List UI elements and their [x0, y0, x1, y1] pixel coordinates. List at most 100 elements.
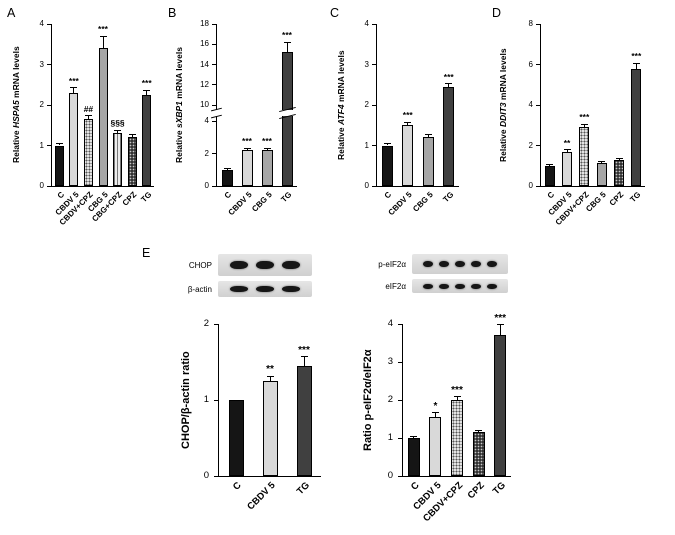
error-bar — [87, 115, 89, 120]
bar-cbdv-5 — [69, 92, 79, 186]
ylabel-gene: ATF4 — [336, 104, 346, 125]
error-bar — [413, 436, 415, 438]
significance-label: *** — [579, 112, 590, 123]
protein-band — [230, 286, 248, 292]
error-bar-cap — [580, 123, 588, 125]
bar-tg — [281, 52, 293, 186]
y-tick — [398, 323, 403, 325]
ylabel-suffix: mRNA levels — [174, 47, 184, 102]
error-bar-cap — [128, 134, 136, 136]
error-bar-cap — [243, 147, 251, 149]
y-tick — [536, 23, 541, 25]
significance-label: *** — [451, 384, 463, 396]
y-tick-label: 1 — [387, 432, 393, 443]
error-bar — [566, 149, 568, 152]
y-tick-label: 2 — [364, 100, 369, 109]
y-tick — [372, 104, 377, 106]
y-tick-label: 12 — [200, 79, 209, 89]
blot-label-beta-actin: β-actin — [187, 284, 212, 294]
y-tick — [398, 437, 403, 439]
blot-label-p-eif2a: p-eIF2α — [378, 259, 406, 269]
blot-image-p-eif2a — [412, 254, 508, 274]
protein-band — [470, 283, 482, 289]
significance-label: *** — [282, 30, 292, 41]
significance-label: ## — [83, 103, 94, 114]
bar-cbg-cpz — [113, 133, 123, 186]
significance-label: *** — [298, 344, 310, 356]
y-tick-label: 0 — [39, 181, 44, 190]
protein-band — [422, 283, 434, 289]
y-tick-label: 4 — [528, 100, 533, 109]
protein-band — [438, 261, 450, 267]
error-bar — [146, 90, 148, 95]
protein-band — [256, 261, 274, 269]
bar-cpz — [127, 137, 137, 186]
significance-label: *** — [262, 136, 272, 147]
protein-band — [454, 283, 466, 289]
error-bar — [386, 143, 388, 146]
blot-row-bactin: β-actin — [174, 281, 312, 297]
error-bar-cap — [55, 142, 63, 144]
ylabel-prefix: Relative — [498, 126, 508, 162]
bar-chart-atf4: 0 1 2 3 4 C *** CBDV 5 CBG 5 *** TG — [365, 19, 459, 217]
panel-letter-D: D — [492, 6, 502, 20]
y-tick — [212, 43, 217, 45]
y-tick-label: 2 — [204, 148, 209, 158]
axis-break-mark — [211, 107, 222, 119]
error-bar — [73, 87, 75, 93]
bar-cbdv-5 — [241, 150, 253, 186]
bar-cbdv-5 — [262, 381, 278, 476]
bar-tg — [494, 335, 507, 476]
error-bar — [583, 124, 585, 128]
panel-letter-A: A — [7, 6, 16, 20]
bar-tg — [296, 365, 312, 476]
error-bar-cap — [445, 83, 453, 85]
protein-band — [282, 286, 300, 292]
y-tick — [47, 64, 52, 65]
error-bar-cap — [563, 149, 571, 151]
error-bar-cap — [496, 324, 504, 326]
error-bar — [618, 158, 620, 160]
protein-band — [422, 261, 434, 267]
error-bar — [303, 356, 305, 366]
y-tick — [212, 185, 217, 187]
error-bar-cap — [410, 435, 418, 437]
error-bar-cap — [70, 87, 78, 89]
bar-cbdv-cpz — [83, 119, 93, 186]
error-bar-cap — [383, 143, 391, 145]
significance-label: §§§ — [110, 118, 125, 129]
y-tick-label: 2 — [528, 140, 533, 150]
significance-label: *** — [402, 110, 413, 120]
y-tick-label: 3 — [39, 59, 44, 69]
bar-cbg-5 — [98, 48, 108, 186]
y-tick — [212, 153, 217, 155]
error-bar — [58, 143, 60, 146]
ylabel-gene: DDIT3 — [498, 102, 508, 127]
y-tick — [372, 64, 377, 65]
bar-chart-sxbp1: 0 2 4 10 12 14 16 18 C *** CBDV 5 *** CBG 5 *** TG — [200, 19, 297, 217]
y-tick — [212, 23, 217, 25]
error-bar-cap — [475, 429, 483, 431]
error-bar-cap — [546, 164, 554, 166]
blot-group-eif2a: p-eIF2α eIF2α — [364, 254, 508, 298]
y-tick — [398, 361, 403, 363]
y-tick-label: 0 — [528, 181, 533, 190]
y-tick-label: 4 — [387, 318, 393, 329]
y-tick — [214, 475, 219, 477]
bar-tg — [443, 86, 455, 186]
significance-label: *** — [98, 24, 108, 35]
protein-band — [486, 283, 498, 289]
significance-label: *** — [141, 78, 152, 88]
error-bar-cap — [266, 375, 274, 377]
y-tick-label: 4 — [204, 116, 209, 126]
y-tick — [536, 104, 541, 106]
bar-c — [381, 145, 393, 186]
blot-label-eif2a: eIF2α — [385, 281, 406, 291]
error-bar — [456, 396, 458, 400]
y-axis-label-hspa5: Relative HSPA5 mRNA levels — [11, 24, 21, 186]
error-bar-cap — [283, 41, 291, 43]
y-tick — [214, 399, 219, 401]
y-tick — [47, 185, 52, 187]
error-bar-cap — [431, 412, 439, 414]
